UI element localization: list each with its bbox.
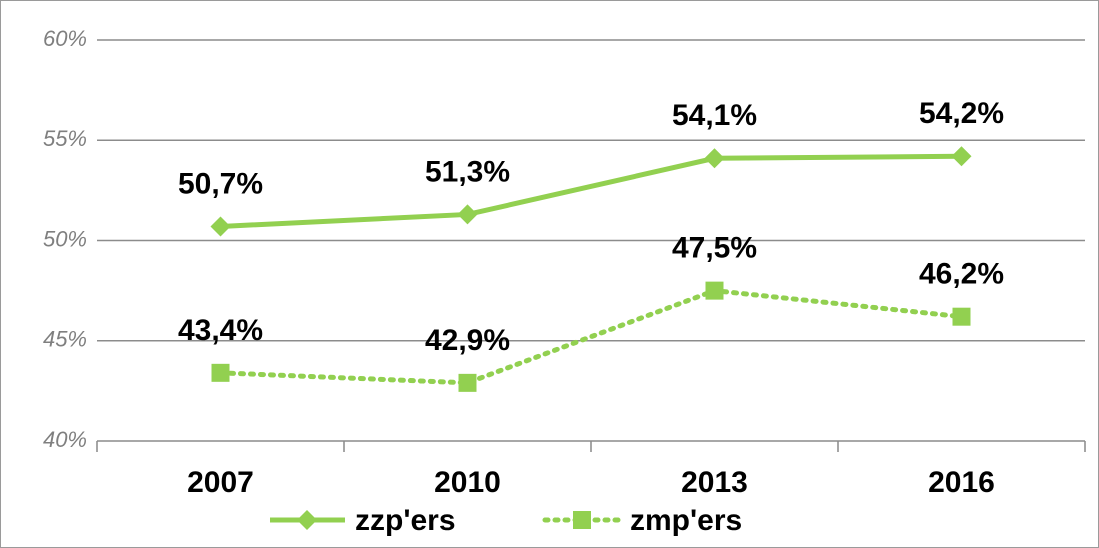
marker xyxy=(952,307,971,326)
marker xyxy=(458,373,477,392)
marker xyxy=(210,216,231,237)
marker xyxy=(951,146,972,167)
y-tick-label: 50% xyxy=(43,226,87,251)
data-label: 43,4% xyxy=(178,314,263,347)
marker xyxy=(211,363,230,382)
marker xyxy=(704,148,725,169)
legend-label: zzp'ers xyxy=(355,504,456,537)
x-tick-label: 2007 xyxy=(187,466,254,499)
data-label: 51,3% xyxy=(425,155,510,188)
data-label: 50,7% xyxy=(178,167,263,200)
y-tick-label: 45% xyxy=(43,327,87,352)
y-tick-label: 40% xyxy=(43,427,87,452)
data-label: 54,2% xyxy=(919,97,1004,130)
y-tick-label: 60% xyxy=(43,26,87,51)
x-tick-label: 2013 xyxy=(681,466,748,499)
marker xyxy=(457,204,478,225)
data-label: 47,5% xyxy=(672,232,757,265)
legend-label: zmp'ers xyxy=(630,504,742,537)
data-label: 46,2% xyxy=(919,258,1004,291)
data-label: 42,9% xyxy=(425,324,510,357)
marker xyxy=(705,281,724,300)
x-axis-ticks xyxy=(96,441,1086,452)
y-tick-label: 55% xyxy=(43,126,87,151)
x-tick-label: 2016 xyxy=(928,466,995,499)
legend-marker xyxy=(297,510,317,530)
series-line xyxy=(220,153,962,229)
series-line xyxy=(218,288,964,386)
legend-marker xyxy=(573,511,591,529)
x-tick-label: 2010 xyxy=(434,466,501,499)
data-label: 54,1% xyxy=(672,99,757,132)
